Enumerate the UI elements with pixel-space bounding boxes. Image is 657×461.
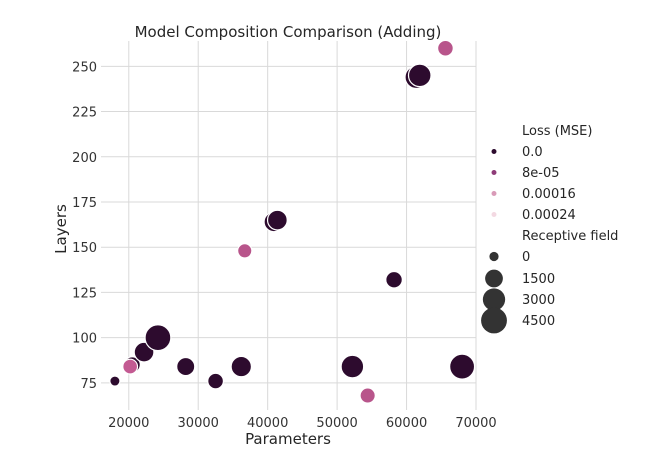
legend-hue-label: 0.00024 xyxy=(522,208,576,223)
y-tick-label: 150 xyxy=(72,241,97,256)
chart-title: Model Composition Comparison (Adding) xyxy=(135,23,442,41)
scatter-point xyxy=(407,63,432,88)
scatter-point xyxy=(230,355,253,378)
legend-hue-marker xyxy=(491,212,497,217)
legend-size-marker xyxy=(481,307,507,334)
y-tick-label: 200 xyxy=(72,151,97,166)
y-tick-label: 75 xyxy=(80,377,97,392)
legend-size-label: 3000 xyxy=(522,293,555,308)
scatter-point xyxy=(109,375,121,387)
scatter-point xyxy=(266,209,288,231)
y-tick-label: 225 xyxy=(72,106,97,121)
legend-hue-marker xyxy=(491,170,497,175)
x-axis-title: Parameters xyxy=(245,430,331,448)
plot-area: 20000 30000 40000 50000 60000 70000 75 100 125 15… xyxy=(72,39,497,431)
scatter-point xyxy=(207,372,225,390)
scatter-point xyxy=(237,243,253,259)
legend-size-label: 1500 xyxy=(522,272,555,287)
scatter-point xyxy=(176,356,196,377)
scatter-point xyxy=(449,353,476,380)
x-tick-label: 50000 xyxy=(316,416,357,431)
legend: Loss (MSE) 0.0 8e-05 0.00016 0.00024 Receptiv… xyxy=(481,124,618,334)
x-tick-label: 30000 xyxy=(178,416,219,431)
y-tick-label: 125 xyxy=(72,286,97,301)
legend-size-title: Receptive field xyxy=(522,229,618,244)
scatter-point xyxy=(437,39,454,57)
scatter-point xyxy=(340,354,365,379)
scatter-point xyxy=(144,324,172,352)
y-tick-label: 250 xyxy=(72,60,97,75)
legend-size-label: 4500 xyxy=(522,314,555,329)
scatter-point xyxy=(385,270,403,289)
legend-size-label: 0 xyxy=(522,250,530,265)
x-tick-label: 60000 xyxy=(386,416,427,431)
legend-size-marker xyxy=(485,269,503,288)
y-tick-label: 100 xyxy=(72,332,97,347)
legend-size-marker xyxy=(489,251,499,262)
legend-hue-title: Loss (MSE) xyxy=(522,124,592,139)
legend-hue-label: 0.0 xyxy=(522,145,543,160)
y-tick-label: 175 xyxy=(72,196,97,211)
x-tick-label: 40000 xyxy=(247,416,288,431)
legend-hue-marker xyxy=(491,149,497,154)
legend-hue-marker xyxy=(491,191,497,196)
legend-size-marker xyxy=(482,288,506,311)
legend-hue-label: 8e-05 xyxy=(522,166,560,181)
y-axis-title: Layers xyxy=(52,204,70,254)
legend-hue-label: 0.00016 xyxy=(522,187,576,202)
x-tick-label: 20000 xyxy=(108,416,149,431)
x-tick-label: 70000 xyxy=(455,416,496,431)
scatter-point xyxy=(359,387,376,404)
scatter-point xyxy=(122,358,139,375)
